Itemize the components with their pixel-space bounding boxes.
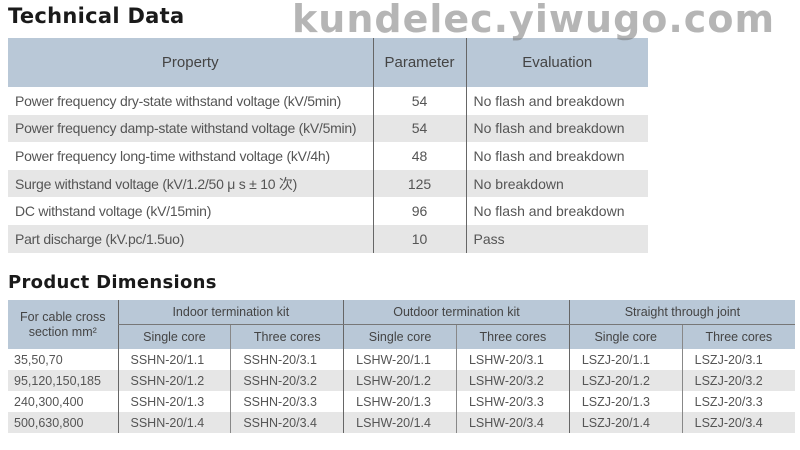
evaluation-cell: No breakdown <box>465 169 648 198</box>
model-cell: LSHW-20/3.2 <box>455 370 570 391</box>
model-cell: LSZJ-20/3.1 <box>681 349 795 370</box>
model-cell: LSHW-20/1.2 <box>343 370 457 391</box>
parameter-cell: 48 <box>372 142 466 170</box>
table-row: 95,120,150,185 SSHN-20/1.2 SSHN-20/3.2 LSHW… <box>8 370 795 391</box>
parameter-cell: 54 <box>372 87 466 115</box>
table-row: Power frequency damp-state withstand vol… <box>8 114 648 143</box>
model-cell: SSHN-20/1.4 <box>117 412 231 433</box>
evaluation-cell: No flash and breakdown <box>465 114 648 143</box>
product-dimensions-table: For cable cross section mm² Indoor termi… <box>8 300 795 433</box>
table-row: 240,300,400 SSHN-20/1.3 SSHN-20/3.3 LSHW-20… <box>8 391 795 412</box>
header-property: Property <box>8 38 373 87</box>
product-dimensions-title: Product Dimensions <box>8 272 217 293</box>
model-cell: LSZJ-20/1.4 <box>568 412 683 433</box>
header-cross-section: For cable cross section mm² <box>8 300 118 349</box>
header-evaluation: Evaluation <box>465 38 648 87</box>
subheader-cell: Three cores <box>455 324 570 349</box>
header-parameter: Parameter <box>372 38 466 87</box>
header-group-outdoor: Outdoor termination kit <box>343 300 570 325</box>
model-cell: LSZJ-20/3.4 <box>681 412 795 433</box>
subheader-cell: Single core <box>343 324 457 349</box>
table-row: 500,630,800 SSHN-20/1.4 SSHN-20/3.4 LSHW-20… <box>8 412 795 433</box>
parameter-cell: 96 <box>372 197 466 225</box>
model-cell: LSHW-20/3.1 <box>455 349 570 370</box>
model-cell: SSHN-20/1.3 <box>117 391 231 412</box>
model-cell: LSHW-20/3.3 <box>455 391 570 412</box>
model-cell: LSHW-20/1.3 <box>343 391 457 412</box>
property-cell: Power frequency dry-state withstand volt… <box>15 92 342 109</box>
subheader-cell: Single core <box>568 324 683 349</box>
cross-section-cell: 95,120,150,185 <box>8 370 118 391</box>
table-row: Part discharge (kV.pc/1.5uo) 10 Pass <box>8 224 648 253</box>
table-header-row: Property Parameter Evaluation <box>8 38 648 87</box>
table-row: Power frequency long-time withstand volt… <box>8 142 648 170</box>
model-cell: LSZJ-20/3.2 <box>681 370 795 391</box>
subheader-cell: Three cores <box>681 324 795 349</box>
model-cell: SSHN-20/3.3 <box>230 391 344 412</box>
table-row: DC withstand voltage (kV/15min) 96 No flas… <box>8 197 648 225</box>
model-cell: LSZJ-20/3.3 <box>681 391 795 412</box>
model-cell: LSZJ-20/1.2 <box>568 370 683 391</box>
table-header-row: For cable cross section mm² Indoor termi… <box>8 300 795 349</box>
subheader-cell: Three cores <box>230 324 344 349</box>
model-cell: SSHN-20/3.1 <box>230 349 344 370</box>
model-cell: LSZJ-20/1.3 <box>568 391 683 412</box>
technical-data-table: Property Parameter Evaluation Power freq… <box>8 38 648 253</box>
cross-section-cell: 240,300,400 <box>14 394 84 409</box>
watermark: kundelec.yiwugo.com <box>292 0 776 41</box>
property-cell: Power frequency long-time withstand volt… <box>15 147 330 164</box>
model-cell: LSHW-20/1.4 <box>343 412 457 433</box>
property-cell: Surge withstand voltage (kV/1.2/50 μ s ±… <box>8 169 373 198</box>
table-row: 35,50,70 SSHN-20/1.1 SSHN-20/3.1 LSHW-20/1.… <box>8 349 795 370</box>
parameter-cell: 54 <box>372 114 466 143</box>
table-row: Surge withstand voltage (kV/1.2/50 μ s ±… <box>8 169 648 198</box>
property-cell: DC withstand voltage (kV/15min) <box>15 203 212 220</box>
model-cell: SSHN-20/1.2 <box>117 370 231 391</box>
property-cell: Power frequency damp-state withstand vol… <box>8 114 373 143</box>
model-cell: LSHW-20/3.4 <box>455 412 570 433</box>
parameter-cell: 10 <box>372 224 466 253</box>
technical-data-title: Technical Data <box>8 4 185 28</box>
cross-section-cell: 500,630,800 <box>8 412 118 433</box>
property-cell: Part discharge (kV.pc/1.5uo) <box>8 224 373 253</box>
model-cell: SSHN-20/3.4 <box>230 412 344 433</box>
header-group-joint: Straight through joint <box>568 300 795 325</box>
subheader-cell: Single core <box>117 324 231 349</box>
header-group-indoor: Indoor termination kit <box>117 300 344 325</box>
model-cell: LSHW-20/1.1 <box>343 349 457 370</box>
parameter-cell: 125 <box>372 169 466 198</box>
evaluation-cell: No flash and breakdown <box>465 142 648 170</box>
model-cell: SSHN-20/1.1 <box>117 349 231 370</box>
model-cell: LSZJ-20/1.1 <box>568 349 683 370</box>
model-cell: SSHN-20/3.2 <box>230 370 344 391</box>
evaluation-cell: No flash and breakdown <box>465 87 648 115</box>
table-subheader-row: Single core Three cores Single core Three c… <box>8 324 795 349</box>
evaluation-cell: Pass <box>465 224 648 253</box>
cross-section-cell: 35,50,70 <box>14 352 63 367</box>
table-row: Power frequency dry-state withstand volt… <box>8 87 648 115</box>
evaluation-cell: No flash and breakdown <box>465 197 648 225</box>
